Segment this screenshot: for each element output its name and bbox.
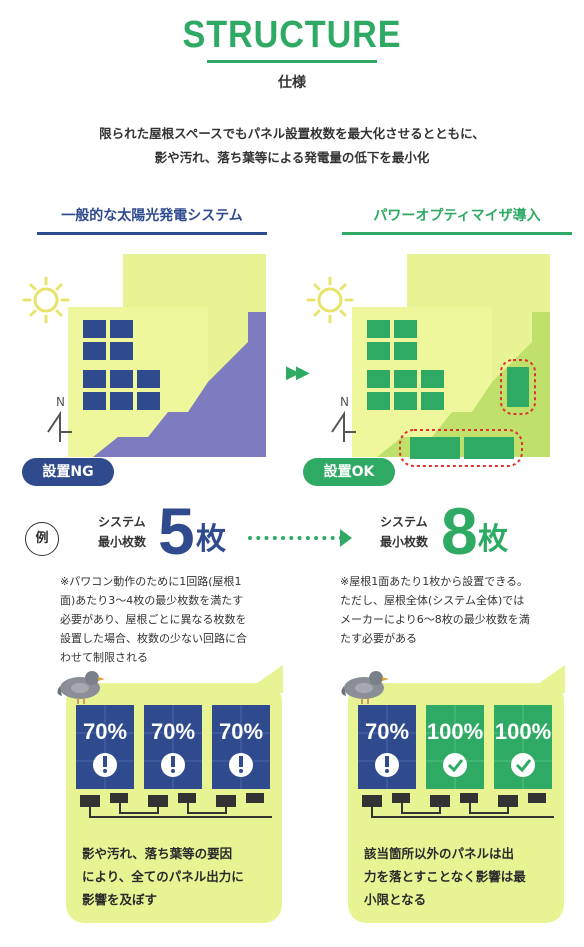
page-subtitle: 仕様 bbox=[278, 75, 306, 91]
pigeon-icon bbox=[341, 671, 389, 704]
left-caption-line: 影響を及ぼす bbox=[82, 892, 158, 907]
arrow-head-icon bbox=[340, 529, 352, 547]
compass-label: N bbox=[56, 395, 65, 409]
left-caption-line: 影や汚れ、落ち葉等の要因 bbox=[82, 846, 233, 861]
right-panel-2-output: 100% bbox=[427, 719, 483, 744]
right-caption-line: 力を落とすことなく影響は最 bbox=[364, 869, 526, 884]
left-note: ※パワコン動作のために1回路(屋根1 面)あたり3〜4枚の最少枚数を満たす 必要… bbox=[60, 572, 285, 667]
left-count-label-line2: 最小枚数 bbox=[98, 535, 147, 549]
left-panel-3-output: 70% bbox=[219, 719, 263, 744]
left-note-line: 必要があり、屋根ごとに異なる枚数を bbox=[60, 613, 247, 626]
lead-text: 限られた屋根スペースでもパネル設置枚数を最大化させるとともに、 影や汚れ、落ち葉… bbox=[0, 122, 584, 170]
left-panels-diagram: 70% 70% 70% bbox=[76, 705, 272, 818]
title-underline bbox=[207, 60, 377, 63]
badge-ok: 設置OK bbox=[303, 458, 395, 486]
left-roof-illustration: N bbox=[22, 254, 266, 457]
right-caption: 該当箇所以外のパネルは出 力を落とすことなく影響は最 小限となる bbox=[364, 842, 554, 911]
compass-icon bbox=[331, 410, 356, 442]
left-column-heading: 一般的な太陽光発電システム bbox=[37, 205, 267, 235]
dotted-arrow bbox=[248, 536, 343, 540]
example-label: 例 bbox=[25, 522, 59, 556]
right-count-label-line2: 最小枚数 bbox=[380, 535, 429, 549]
left-note-line: 面)あたり3〜4枚の最少枚数を満たす bbox=[60, 594, 244, 607]
right-column-heading: パワーオプティマイザ導入 bbox=[342, 205, 572, 235]
right-caption-line: 小限となる bbox=[364, 892, 427, 907]
arrow-icon: ▶▶ bbox=[286, 362, 310, 383]
left-caption-line: により、全てのパネル出力に bbox=[82, 869, 244, 884]
right-note-line: ※屋根1面あたり1枚から設置できる。 bbox=[340, 575, 528, 588]
solar-panels-left bbox=[83, 320, 160, 410]
right-panels-diagram: 70% 100% 100% bbox=[358, 705, 554, 818]
lead-line-2: 影や汚れ、落ち葉等による発電量の低下を最小化 bbox=[154, 150, 430, 165]
right-note: ※屋根1面あたり1枚から設置できる。 ただし、屋根全体(システム全体)では メー… bbox=[340, 572, 562, 648]
right-count-label-line1: システム bbox=[380, 515, 428, 529]
compass-icon bbox=[47, 410, 72, 442]
page-title: STRUCTURE bbox=[182, 14, 402, 56]
compass-label: N bbox=[340, 395, 349, 409]
right-count-label: システム 最小枚数 bbox=[380, 512, 428, 552]
left-count-unit: 枚 bbox=[196, 522, 226, 557]
left-count-number: 5 bbox=[158, 494, 195, 568]
pigeon-icon bbox=[57, 671, 105, 704]
left-note-line: 設置した場合、枚数の少ない回路に合 bbox=[60, 632, 247, 645]
right-count-number: 8 bbox=[441, 494, 478, 568]
left-count-label-line1: システム bbox=[98, 515, 146, 529]
right-panel-3-output: 100% bbox=[495, 719, 551, 744]
left-note-line: ※パワコン動作のために1回路(屋根1 bbox=[60, 575, 242, 588]
lead-line-1: 限られた屋根スペースでもパネル設置枚数を最大化させるとともに、 bbox=[99, 126, 485, 141]
right-note-line: たす必要がある bbox=[340, 632, 417, 645]
right-note-line: メーカーにより6〜8枚の最少枚数を満 bbox=[340, 613, 530, 626]
left-note-line: わせて制限される bbox=[60, 651, 148, 664]
left-caption: 影や汚れ、落ち葉等の要因 により、全てのパネル出力に 影響を及ぼす bbox=[82, 842, 272, 911]
right-count-unit: 枚 bbox=[478, 522, 508, 557]
right-panel-1-output: 70% bbox=[365, 719, 409, 744]
solar-panels-right bbox=[367, 320, 529, 459]
sun-icon bbox=[306, 276, 354, 324]
right-caption-line: 該当箇所以外のパネルは出 bbox=[364, 846, 515, 861]
left-panel-1-output: 70% bbox=[83, 719, 127, 744]
right-roof-illustration: N bbox=[306, 254, 550, 467]
left-count-label: システム 最小枚数 bbox=[98, 512, 146, 552]
right-note-line: ただし、屋根全体(システム全体)では bbox=[340, 594, 525, 607]
badge-ng: 設置NG bbox=[22, 458, 114, 486]
left-panel-2-output: 70% bbox=[151, 719, 195, 744]
sun-icon bbox=[22, 276, 70, 324]
